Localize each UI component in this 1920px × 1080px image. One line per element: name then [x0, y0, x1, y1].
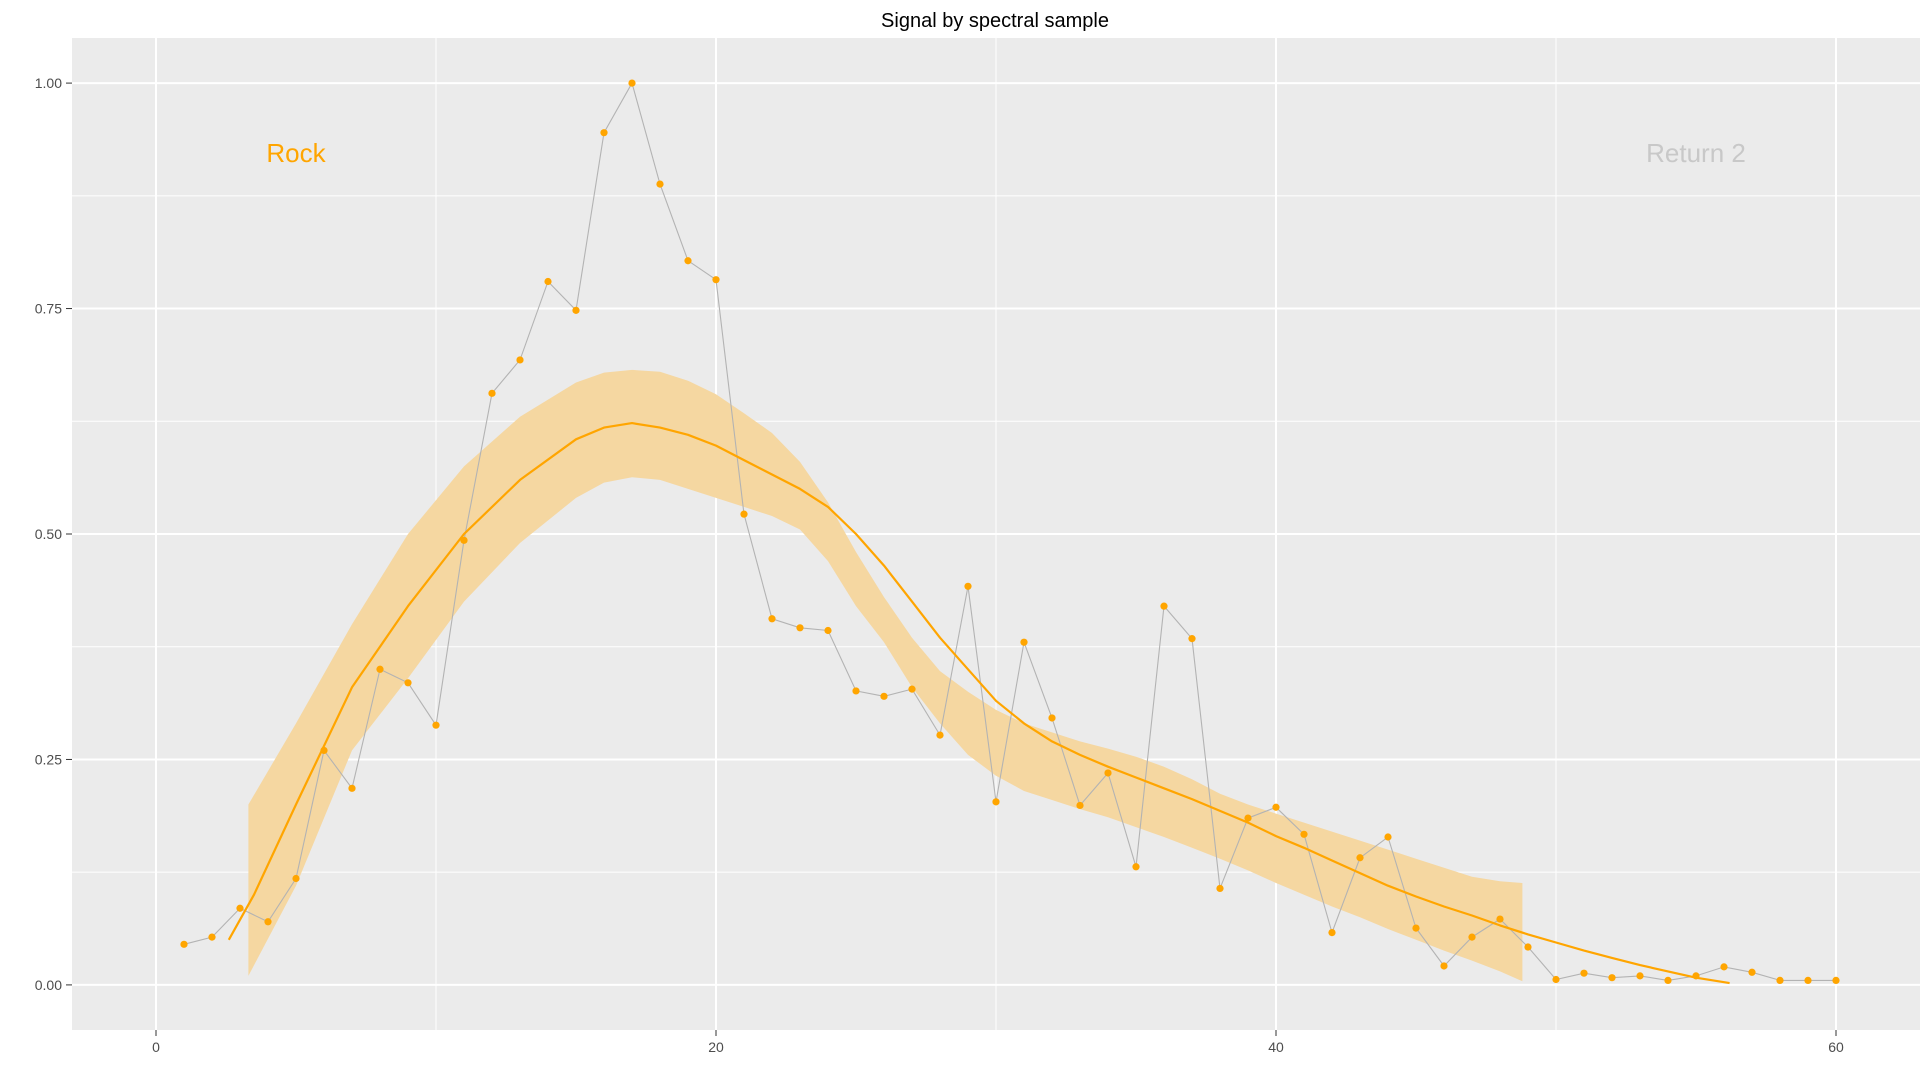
- data-point: [1132, 863, 1140, 871]
- data-point: [1468, 933, 1476, 941]
- data-point: [656, 180, 664, 188]
- x-tick-label: 40: [1268, 1039, 1284, 1055]
- y-tick-label: 0.75: [35, 301, 62, 317]
- x-tick-label: 60: [1828, 1039, 1844, 1055]
- data-point: [1412, 924, 1420, 932]
- data-point: [516, 356, 524, 364]
- data-point: [1664, 976, 1672, 985]
- data-point: [992, 798, 1000, 806]
- data-point: [880, 692, 888, 700]
- y-tick-label: 0.25: [35, 751, 62, 767]
- data-points-layer: [180, 79, 1840, 985]
- data-point: [852, 687, 860, 695]
- data-point: [1048, 714, 1056, 722]
- smooth-line-layer: [227, 422, 1730, 985]
- smooth-line: [227, 422, 1730, 985]
- data-point: [208, 933, 216, 941]
- y-tick-label: 0.00: [35, 977, 62, 993]
- y-tick-label: 1.00: [35, 75, 62, 91]
- x-axis: 0 20 40 60: [152, 1030, 1844, 1055]
- data-point: [908, 685, 916, 693]
- data-point: [1188, 635, 1196, 643]
- data-point: [1636, 972, 1644, 980]
- data-point: [348, 784, 356, 792]
- confidence-ribbon-layer: [248, 369, 1523, 982]
- data-point: [1356, 854, 1364, 862]
- annotation-label: Rock: [266, 138, 326, 168]
- connector-line: [183, 81, 1836, 981]
- data-point: [264, 918, 272, 926]
- confidence-ribbon: [248, 369, 1523, 982]
- data-point: [1272, 803, 1280, 811]
- connector-line-layer: [183, 81, 1836, 981]
- data-point: [460, 536, 468, 544]
- data-point: [376, 665, 384, 673]
- data-point: [824, 626, 832, 635]
- data-point: [740, 510, 748, 518]
- data-point: [1496, 915, 1504, 923]
- data-point: [1328, 929, 1336, 937]
- data-point: [1160, 602, 1168, 610]
- data-point: [712, 276, 720, 284]
- chart-title: Signal by spectral sample: [881, 10, 1109, 32]
- data-point: [1580, 969, 1588, 977]
- data-point: [1776, 976, 1784, 985]
- data-point: [1720, 963, 1728, 971]
- annotation-label: Return 2: [1646, 138, 1746, 168]
- data-point: [1608, 974, 1616, 982]
- data-point: [432, 721, 440, 729]
- data-point: [1804, 976, 1812, 985]
- data-point: [1076, 801, 1084, 810]
- data-point: [292, 874, 300, 883]
- data-point: [1244, 814, 1252, 822]
- data-point: [1524, 943, 1532, 951]
- data-point: [936, 731, 944, 739]
- y-axis: 0.00 0.25 0.50 0.75 1.00: [35, 75, 72, 993]
- data-point: [1440, 962, 1448, 970]
- annotation-layer: Rock Return 2: [266, 138, 1745, 168]
- data-point: [180, 940, 188, 948]
- data-point: [964, 582, 972, 590]
- data-point: [1104, 769, 1112, 777]
- data-point: [320, 746, 328, 755]
- data-point: [404, 679, 412, 687]
- data-point: [488, 389, 496, 397]
- data-point: [600, 129, 608, 137]
- data-point: [628, 79, 636, 87]
- data-point: [1552, 975, 1560, 984]
- data-point: [768, 615, 776, 623]
- data-point: [236, 904, 244, 912]
- data-point: [1216, 884, 1224, 893]
- data-point: [1020, 638, 1028, 646]
- data-point: [1692, 972, 1700, 980]
- data-point: [1384, 833, 1392, 841]
- x-tick-label: 20: [708, 1039, 724, 1055]
- x-tick-label: 0: [152, 1039, 160, 1055]
- data-point: [1748, 968, 1756, 976]
- data-point: [684, 257, 692, 265]
- data-point: [1832, 976, 1840, 985]
- data-point: [796, 624, 804, 632]
- data-point: [544, 277, 552, 286]
- y-tick-label: 0.50: [35, 526, 62, 542]
- data-point: [572, 306, 580, 314]
- data-point: [1300, 830, 1308, 838]
